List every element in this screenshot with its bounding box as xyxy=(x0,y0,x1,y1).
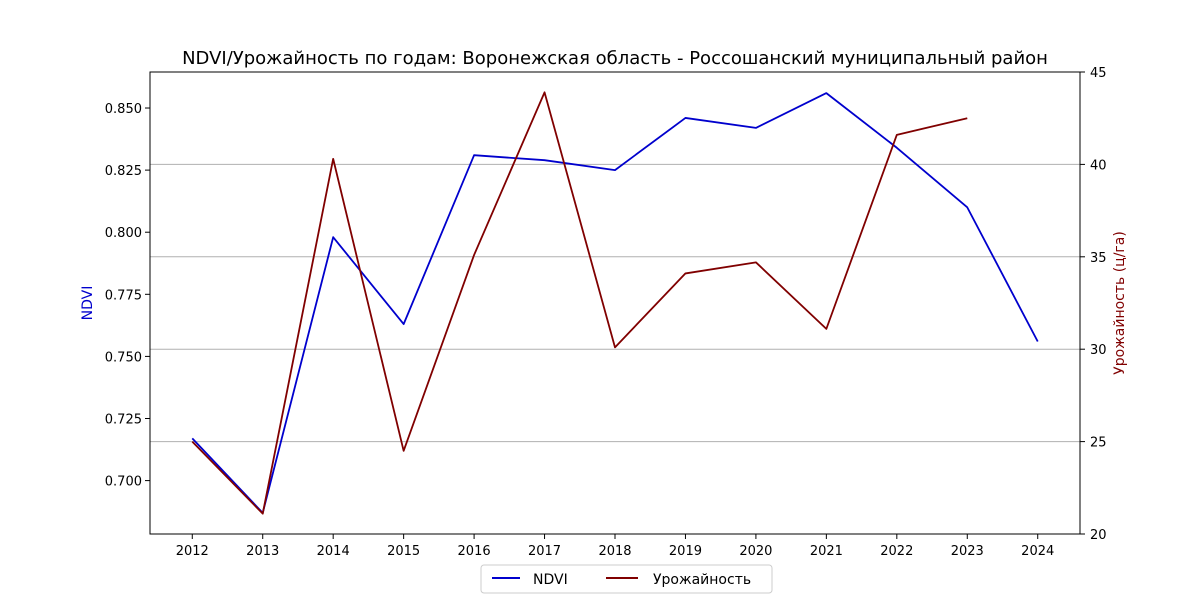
grid xyxy=(150,163,1080,443)
y-right-tick-label: 35 xyxy=(1090,251,1107,266)
axes: 2012 2013 2014 2015 2016 2017 2018 2019 2020 2021… xyxy=(105,66,1107,559)
series-layer xyxy=(191,91,1039,515)
x-tick-label: 2021 xyxy=(810,544,843,559)
y-axis-right-label: Урожайность (ц/га) xyxy=(1112,231,1128,375)
y-right-tick-label: 40 xyxy=(1090,158,1107,173)
y-left-tick-label: 0.800 xyxy=(105,226,142,241)
legend-yield-label: Урожайность xyxy=(653,572,751,588)
y-left-tick-label: 0.700 xyxy=(105,475,142,490)
series-line-ndvi xyxy=(191,92,1039,514)
y-left-tick-label: 0.725 xyxy=(105,413,142,428)
x-tick-label: 2015 xyxy=(387,544,420,559)
x-tick-label: 2012 xyxy=(176,544,209,559)
x-tick-label: 2023 xyxy=(951,544,984,559)
x-tick-label: 2020 xyxy=(739,544,772,559)
x-tick-label: 2018 xyxy=(598,544,631,559)
y-right-tick-label: 20 xyxy=(1090,528,1107,543)
y-left-tick-label: 0.850 xyxy=(105,102,142,117)
y-right-tick-label: 30 xyxy=(1090,343,1107,358)
legend-ndvi-label: NDVI xyxy=(533,572,568,588)
x-tick-label: 2019 xyxy=(669,544,702,559)
y-left-tick-label: 0.825 xyxy=(105,164,142,179)
x-tick-label: 2017 xyxy=(528,544,561,559)
legend: NDVI Урожайность xyxy=(480,564,773,594)
x-tick-label: 2024 xyxy=(1021,544,1054,559)
y-left-tick-label: 0.775 xyxy=(105,288,142,303)
y-right-tick-label: 25 xyxy=(1090,436,1107,451)
series-line-yield xyxy=(191,91,968,515)
chart-title: NDVI/Урожайность по годам: Воронежская о… xyxy=(182,48,1048,69)
plot-frame xyxy=(149,71,1081,535)
x-tick-label: 2016 xyxy=(458,544,491,559)
x-tick-label: 2014 xyxy=(317,544,350,559)
x-tick-label: 2013 xyxy=(246,544,279,559)
x-tick-label: 2022 xyxy=(880,544,913,559)
y-left-tick-label: 0.750 xyxy=(105,350,142,365)
y-axis-left-label: NDVI xyxy=(80,286,96,321)
y-right-tick-label: 45 xyxy=(1090,66,1107,81)
